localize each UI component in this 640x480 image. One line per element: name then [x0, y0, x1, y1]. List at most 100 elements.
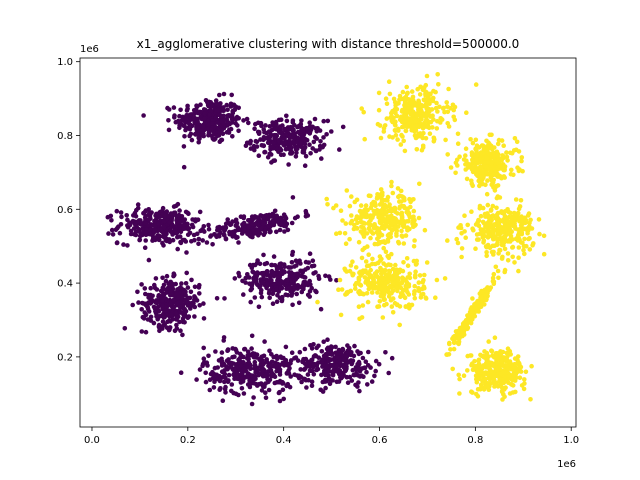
data-point — [365, 382, 370, 387]
data-point — [218, 376, 223, 382]
data-point — [137, 237, 142, 243]
data-point — [303, 153, 309, 159]
data-point — [327, 377, 332, 383]
data-point — [283, 216, 289, 221]
data-point — [197, 209, 203, 215]
data-point — [386, 79, 392, 84]
data-point — [494, 153, 500, 158]
data-point — [463, 235, 469, 240]
data-point — [143, 230, 149, 235]
data-point — [203, 107, 208, 113]
data-point — [465, 222, 471, 228]
data-point — [315, 366, 321, 372]
data-point — [177, 304, 183, 309]
data-point — [522, 236, 527, 242]
data-point — [206, 99, 212, 105]
x-tick-label: 0.0 — [84, 435, 100, 446]
data-point — [215, 365, 220, 370]
data-point — [222, 117, 228, 122]
data-point — [334, 363, 340, 369]
data-point — [195, 119, 200, 124]
data-point — [197, 303, 202, 308]
data-point — [420, 126, 426, 131]
data-point — [465, 161, 471, 167]
data-point — [178, 328, 183, 334]
data-point — [486, 354, 491, 359]
data-point — [142, 245, 148, 250]
data-point — [285, 361, 290, 367]
data-point — [502, 209, 508, 214]
data-point — [262, 339, 267, 344]
data-point — [182, 313, 188, 319]
data-point — [398, 188, 404, 194]
data-point — [354, 197, 360, 203]
data-point — [451, 346, 457, 352]
data-point — [310, 146, 316, 151]
data-point — [342, 266, 348, 272]
data-point — [364, 369, 369, 375]
data-point — [470, 296, 475, 301]
data-point — [491, 177, 497, 183]
data-point — [200, 238, 205, 243]
data-point — [487, 377, 493, 382]
data-point — [265, 140, 271, 145]
data-point — [403, 233, 409, 238]
data-point — [383, 222, 389, 228]
data-point — [504, 154, 510, 160]
data-point — [201, 316, 207, 321]
data-point — [218, 230, 223, 236]
data-point — [465, 368, 470, 373]
data-point — [473, 82, 479, 87]
data-point — [134, 207, 139, 213]
data-point — [427, 101, 432, 106]
data-point — [296, 373, 302, 379]
y-tick-label: 1.0 — [57, 57, 73, 68]
data-point — [353, 265, 359, 270]
data-point — [273, 362, 279, 368]
data-point — [357, 282, 363, 287]
data-point — [404, 255, 410, 261]
data-point — [142, 310, 147, 315]
data-point — [493, 216, 499, 221]
data-point — [478, 213, 484, 219]
data-point — [124, 213, 129, 218]
data-point — [421, 285, 427, 290]
data-point — [498, 235, 503, 241]
data-point — [167, 219, 172, 225]
data-point — [351, 271, 356, 277]
data-point — [195, 125, 201, 130]
data-point — [182, 320, 187, 325]
data-point — [172, 304, 177, 310]
data-point — [412, 295, 418, 301]
data-point — [133, 232, 139, 238]
data-point — [178, 229, 184, 234]
data-point — [485, 290, 490, 296]
data-point — [503, 385, 508, 390]
data-point — [283, 146, 289, 152]
data-point — [265, 223, 271, 229]
data-point — [268, 152, 274, 157]
data-point — [261, 143, 267, 148]
data-point — [516, 206, 522, 212]
data-point — [448, 165, 454, 170]
data-point — [262, 149, 268, 155]
data-point — [442, 276, 448, 281]
data-point — [282, 263, 287, 269]
data-point — [419, 292, 424, 298]
data-point — [320, 357, 325, 363]
data-point — [254, 144, 260, 149]
data-point — [422, 272, 427, 278]
data-point — [259, 123, 264, 129]
data-point — [211, 137, 217, 142]
data-point — [399, 109, 405, 114]
data-point — [301, 282, 306, 287]
data-point — [286, 371, 292, 376]
data-point — [412, 133, 418, 138]
data-point — [302, 346, 308, 352]
data-point — [500, 153, 506, 159]
data-point — [289, 280, 295, 285]
data-point — [160, 275, 165, 281]
data-point — [357, 316, 362, 322]
data-point — [470, 140, 476, 146]
data-point — [437, 104, 442, 110]
